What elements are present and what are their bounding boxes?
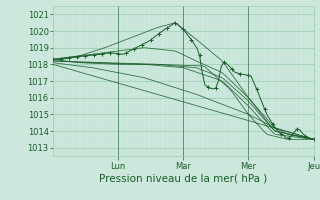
X-axis label: Pression niveau de la mer( hPa ): Pression niveau de la mer( hPa ): [99, 173, 267, 183]
